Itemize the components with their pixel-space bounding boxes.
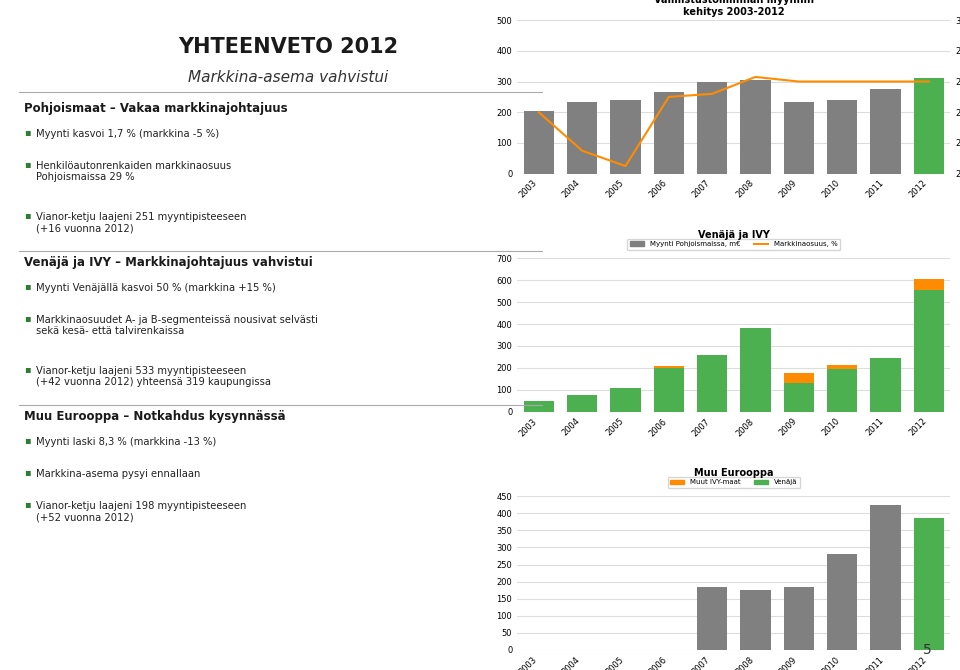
Text: ▪: ▪ — [24, 159, 31, 169]
Bar — [783, 373, 814, 383]
Bar — [871, 505, 900, 650]
Text: ▪: ▪ — [24, 210, 31, 220]
Bar — [914, 78, 944, 174]
Bar — [654, 92, 684, 174]
Text: YHTEENVETO 2012: YHTEENVETO 2012 — [178, 37, 398, 57]
Text: 5: 5 — [923, 643, 931, 657]
Bar — [740, 590, 771, 650]
Text: Markkinaosuudet A- ja B-segmenteissä nousivat selvästi
sekä kesä- että talvirenk: Markkinaosuudet A- ja B-segmenteissä nou… — [36, 315, 319, 336]
Bar — [783, 102, 814, 174]
Text: Vianor-ketju laajeni 198 myyntipisteeseen
(+52 vuonna 2012): Vianor-ketju laajeni 198 myyntipisteesee… — [36, 501, 247, 523]
Legend: Muut IVY-maat, Venäjä: Muut IVY-maat, Venäjä — [667, 476, 800, 488]
Bar — [654, 366, 684, 368]
Text: Markkina-asema vahvistui: Markkina-asema vahvistui — [188, 70, 388, 85]
Text: Myynti laski 8,3 % (markkina -13 %): Myynti laski 8,3 % (markkina -13 %) — [36, 437, 217, 447]
Bar — [914, 519, 944, 650]
Bar — [523, 111, 554, 174]
Text: ▪: ▪ — [24, 281, 31, 291]
Bar — [523, 401, 554, 412]
Bar — [567, 102, 597, 174]
Text: ▪: ▪ — [24, 127, 31, 137]
Legend: Myynti Pohjoismaissa, m€, Markkinaosuus, %: Myynti Pohjoismaissa, m€, Markkinaosuus,… — [628, 239, 840, 250]
Text: Vianor-ketju laajeni 251 myyntipisteeseen
(+16 vuonna 2012): Vianor-ketju laajeni 251 myyntipisteesee… — [36, 212, 247, 233]
Text: Myynti kasvoi 1,7 % (markkina -5 %): Myynti kasvoi 1,7 % (markkina -5 %) — [36, 129, 220, 139]
Text: N: N — [42, 46, 59, 64]
Text: Myynti Venäjällä kasvoi 50 % (markkina +15 %): Myynti Venäjällä kasvoi 50 % (markkina +… — [36, 283, 276, 293]
Bar — [827, 369, 857, 412]
Bar — [740, 328, 771, 412]
Bar — [827, 554, 857, 650]
Text: ▪: ▪ — [24, 313, 31, 323]
Bar — [740, 80, 771, 174]
Bar — [611, 100, 640, 174]
Text: Venäjä ja IVY – Markkinajohtajuus vahvistui: Venäjä ja IVY – Markkinajohtajuus vahvis… — [24, 256, 313, 269]
Text: ▪: ▪ — [24, 364, 31, 374]
Text: Venäjä ja IVY: Venäjä ja IVY — [698, 230, 770, 240]
Bar — [567, 395, 597, 412]
Text: Pohjoismaat – Vakaa markkinajohtajuus: Pohjoismaat – Vakaa markkinajohtajuus — [24, 102, 288, 115]
Text: ▪: ▪ — [24, 435, 31, 445]
Title: Valmistustoiminnan myynnin
kehitys 2003-2012: Valmistustoiminnan myynnin kehitys 2003-… — [654, 0, 814, 17]
Text: Henkilöautonrenkaiden markkinaosuus
Pohjoismaissa 29 %: Henkilöautonrenkaiden markkinaosuus Pohj… — [36, 161, 231, 182]
Text: Vianor-ketju laajeni 533 myyntipisteeseen
(+42 vuonna 2012) yhteensä 319 kaupung: Vianor-ketju laajeni 533 myyntipisteesee… — [36, 366, 272, 387]
Bar — [871, 358, 900, 412]
Bar — [611, 388, 640, 412]
Text: Markkina-asema pysyi ennallaan: Markkina-asema pysyi ennallaan — [36, 469, 201, 479]
Bar — [827, 364, 857, 369]
Bar — [871, 89, 900, 174]
Text: TYRES: TYRES — [91, 77, 116, 83]
Bar — [827, 100, 857, 174]
Bar — [783, 587, 814, 650]
Text: ▪: ▪ — [24, 499, 31, 509]
Text: Muu Eurooppa: Muu Eurooppa — [694, 468, 774, 478]
Bar — [697, 82, 728, 174]
Text: ▪: ▪ — [24, 467, 31, 477]
Bar — [914, 279, 944, 290]
Bar — [783, 383, 814, 412]
Text: nokian: nokian — [91, 64, 123, 72]
Bar — [697, 587, 728, 650]
Text: ®: ® — [87, 39, 95, 45]
Bar — [914, 290, 944, 412]
Bar — [654, 368, 684, 412]
Text: Muu Eurooppa – Notkahdus kysynnässä: Muu Eurooppa – Notkahdus kysynnässä — [24, 410, 286, 423]
Bar — [697, 354, 728, 412]
